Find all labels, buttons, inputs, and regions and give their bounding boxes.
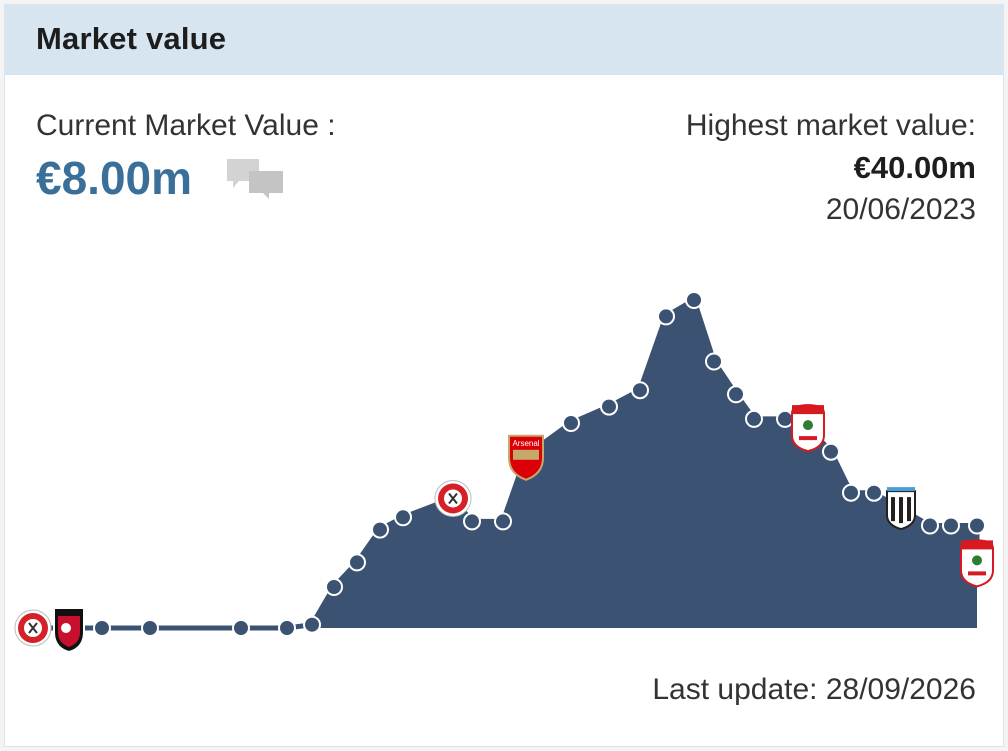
data-point[interactable] bbox=[842, 483, 860, 502]
data-point[interactable] bbox=[776, 409, 794, 428]
market-value-chart: Arsenal bbox=[14, 291, 994, 654]
highest-value-label: Highest market value: bbox=[685, 109, 976, 142]
value-area bbox=[33, 300, 977, 628]
data-point[interactable] bbox=[141, 619, 159, 637]
club-crest-marker[interactable] bbox=[14, 609, 52, 647]
data-point[interactable] bbox=[657, 307, 675, 326]
data-point[interactable] bbox=[631, 381, 649, 400]
data-point[interactable] bbox=[394, 508, 412, 527]
club-crest-marker[interactable] bbox=[886, 487, 916, 531]
data-point[interactable] bbox=[325, 578, 343, 596]
club-crest-marker[interactable] bbox=[960, 539, 994, 588]
data-point[interactable] bbox=[348, 553, 366, 572]
data-point[interactable] bbox=[278, 619, 296, 637]
data-point[interactable] bbox=[968, 516, 986, 535]
data-point[interactable] bbox=[822, 442, 840, 461]
highest-value: €40.00m bbox=[853, 150, 976, 185]
data-point[interactable] bbox=[303, 615, 321, 634]
comment-bubbles-icon[interactable] bbox=[225, 157, 287, 206]
current-value-label: Current Market Value : bbox=[36, 109, 336, 142]
data-point[interactable] bbox=[745, 409, 763, 428]
data-point[interactable] bbox=[93, 619, 111, 637]
data-point[interactable] bbox=[727, 385, 745, 404]
card-header: Market value bbox=[5, 5, 1003, 75]
last-update: Last update: 28/09/2026 bbox=[652, 673, 976, 706]
data-point[interactable] bbox=[562, 414, 580, 432]
market-value-card: Market value Current Market Value : €8.0… bbox=[4, 4, 1004, 747]
data-point[interactable] bbox=[494, 512, 512, 531]
club-crest-marker[interactable] bbox=[434, 479, 472, 517]
data-point[interactable] bbox=[942, 516, 960, 535]
highest-value-date: 20/06/2023 bbox=[825, 193, 976, 226]
data-point[interactable] bbox=[921, 516, 939, 535]
data-point[interactable] bbox=[685, 291, 703, 309]
club-crest-marker[interactable] bbox=[791, 404, 825, 453]
data-point[interactable] bbox=[463, 512, 481, 531]
data-point[interactable] bbox=[705, 352, 723, 371]
club-crest-marker[interactable]: Arsenal bbox=[508, 434, 544, 481]
data-point[interactable] bbox=[865, 483, 883, 502]
data-point[interactable] bbox=[371, 520, 389, 539]
data-point[interactable] bbox=[232, 619, 250, 637]
data-point[interactable] bbox=[600, 397, 618, 416]
club-crest-label: Arsenal bbox=[512, 439, 539, 448]
current-value: €8.00m bbox=[36, 152, 193, 204]
card-title: Market value bbox=[36, 21, 227, 56]
club-crest-marker[interactable] bbox=[53, 607, 85, 654]
